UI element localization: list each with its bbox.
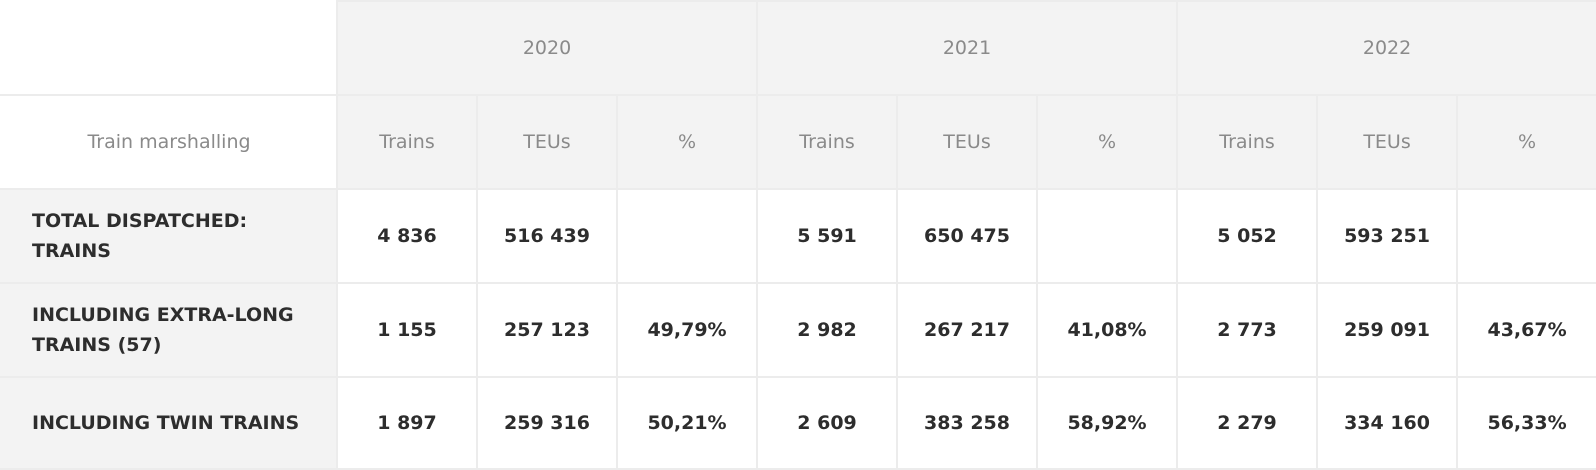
corner-cell	[0, 0, 338, 96]
table-cell: 5 591	[756, 188, 899, 284]
subheader-teus: TEUs	[896, 94, 1039, 190]
table-cell: 2 279	[1176, 376, 1319, 470]
subheader-percent: %	[1036, 94, 1179, 190]
table-cell: 49,79%	[615, 282, 759, 378]
subheader-teus: TEUs	[1316, 94, 1459, 190]
table-cell: 650 475	[896, 188, 1039, 284]
row-label: INCLUDING TWIN TRAINS	[0, 376, 338, 470]
table-cell: 5 052	[1176, 188, 1319, 284]
table-row-total-dispatched: TOTAL DISPATCHED: TRAINS 4 836 516 439 5…	[0, 188, 1596, 284]
year-header-2022: 2022	[1176, 0, 1596, 96]
table-cell: 516 439	[476, 188, 618, 284]
table-cell	[615, 188, 759, 284]
table-cell	[1456, 188, 1596, 284]
row-label: TOTAL DISPATCHED: TRAINS	[0, 188, 338, 284]
table-cell: 58,92%	[1036, 376, 1179, 470]
table-row-extra-long-trains: INCLUDING EXTRA-LONG TRAINS (57) 1 155 2…	[0, 282, 1596, 378]
subheader-percent: %	[1456, 94, 1596, 190]
table-cell: 334 160	[1316, 376, 1459, 470]
subheader-teus: TEUs	[476, 94, 618, 190]
year-header-2021: 2021	[756, 0, 1179, 96]
year-header-2020: 2020	[335, 0, 759, 96]
table-cell: 43,67%	[1456, 282, 1596, 378]
table-row-twin-trains: INCLUDING TWIN TRAINS 1 897 259 316 50,2…	[0, 376, 1596, 470]
subheader-percent: %	[615, 94, 759, 190]
subheader-trains: Trains	[336, 94, 478, 190]
table-cell: 41,08%	[1036, 282, 1179, 378]
subheader-trains: Trains	[1176, 94, 1319, 190]
table-cell: 2 982	[756, 282, 899, 378]
table-cell: 257 123	[476, 282, 618, 378]
table-cell: 56,33%	[1456, 376, 1596, 470]
label-column-header: Train marshalling	[0, 94, 338, 190]
table-cell: 2 609	[756, 376, 899, 470]
table-cell: 2 773	[1176, 282, 1319, 378]
table-cell: 259 316	[476, 376, 618, 470]
table-cell: 383 258	[896, 376, 1039, 470]
table-cell: 1 897	[336, 376, 478, 470]
subheader-trains: Trains	[756, 94, 899, 190]
table-cell: 50,21%	[615, 376, 759, 470]
table-cell: 593 251	[1316, 188, 1459, 284]
table-cell: 1 155	[336, 282, 478, 378]
table-cell: 259 091	[1316, 282, 1459, 378]
table-cell	[1036, 188, 1179, 284]
row-label: INCLUDING EXTRA-LONG TRAINS (57)	[0, 282, 338, 378]
year-header-row: 2020 2021 2022	[0, 0, 1596, 96]
subheader-row: Train marshalling Trains TEUs % Trains T…	[0, 94, 1596, 190]
table-cell: 4 836	[336, 188, 478, 284]
table-cell: 267 217	[896, 282, 1039, 378]
